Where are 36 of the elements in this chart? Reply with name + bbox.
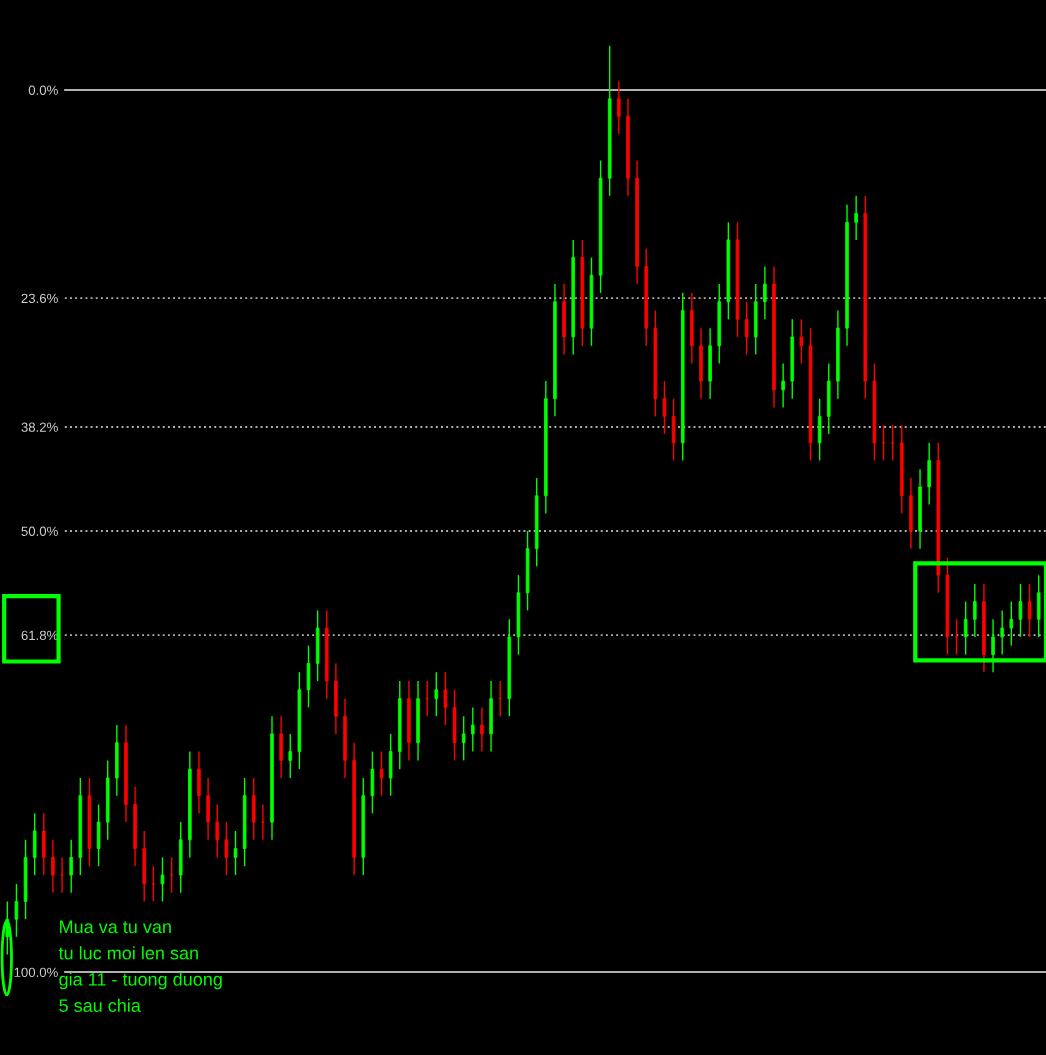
y-tick-label: 23.6% bbox=[21, 293, 58, 304]
annotation: Mua va tu van tu luc moi len san gia 11 - tuong duong 5 sau chia bbox=[58, 920, 222, 1012]
candlestick bbox=[781, 362, 785, 409]
candlestick bbox=[1018, 583, 1023, 638]
candlestick bbox=[480, 706, 484, 753]
candlestick bbox=[799, 318, 804, 365]
candlestick bbox=[169, 856, 174, 894]
candlestick bbox=[379, 750, 384, 797]
candlestick bbox=[160, 856, 165, 903]
candlestick bbox=[233, 830, 238, 876]
candlestick bbox=[1009, 600, 1014, 647]
candlestick bbox=[973, 583, 977, 638]
candlestick bbox=[434, 671, 439, 717]
candlestick bbox=[224, 821, 229, 876]
candlestick bbox=[443, 671, 448, 726]
candlestick bbox=[854, 195, 858, 241]
candlestick bbox=[215, 803, 220, 859]
candlestick bbox=[69, 839, 73, 894]
candlestick bbox=[288, 733, 293, 779]
candlestick bbox=[151, 865, 156, 903]
candlestick bbox=[963, 600, 968, 656]
y-tick-label: 50.0% bbox=[21, 526, 58, 536]
candlestick bbox=[744, 300, 749, 356]
candlestick bbox=[954, 618, 959, 656]
y-tick-label: 100.0% bbox=[14, 967, 58, 977]
candlestick bbox=[1000, 609, 1004, 656]
candlestick bbox=[14, 883, 19, 938]
candlestick bbox=[51, 839, 55, 894]
candlestick bbox=[617, 80, 621, 135]
candlestick bbox=[662, 380, 667, 435]
candlestick bbox=[763, 265, 767, 321]
y-tick-label: 38.2% bbox=[21, 422, 58, 432]
y-tick-label: 0.0% bbox=[28, 85, 58, 95]
candlestick bbox=[471, 706, 475, 753]
candlestick bbox=[461, 715, 466, 762]
candlestick bbox=[1027, 583, 1032, 638]
